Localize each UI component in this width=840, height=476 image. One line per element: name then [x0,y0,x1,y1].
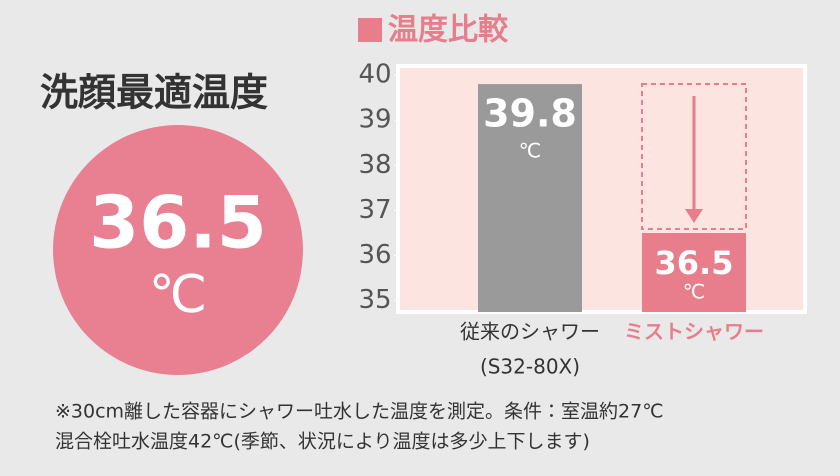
bar [478,84,582,312]
x-tick-label: ミストシャワー [624,320,764,344]
value-label: 36.5 [655,244,734,282]
bar [642,233,746,312]
y-tick-label: 40 [358,60,391,90]
highlight-unit: ℃ [149,265,207,325]
x-tick-label: 従来のシャワー [460,320,600,344]
chart-title: 温度比較 [388,13,509,48]
value-label: 39.8 [483,92,577,136]
title-square [358,18,382,42]
value-unit: ℃ [683,280,705,304]
highlight-value: 36.5 [89,181,267,265]
arrow-head [685,209,703,224]
x-tick-sublabel: (S32-80X) [480,355,580,379]
value-unit: ℃ [519,139,541,163]
y-tick-label: 39 [358,105,391,135]
comparison-outline [641,83,747,231]
y-tick-label: 37 [358,195,391,225]
y-tick-label: 35 [358,285,391,315]
headline: 洗顔最適温度 [40,71,268,115]
y-tick-label: 36 [358,240,391,270]
footnote-line: 混合栓吐水温度42℃(季節、状況により温度は多少上下します) [55,431,590,453]
footnote-line: ※30cm離した容器にシャワー吐水した温度を測定。条件：室温約27℃ [55,401,664,423]
y-tick-label: 38 [358,150,391,180]
highlight-circle [53,125,303,375]
